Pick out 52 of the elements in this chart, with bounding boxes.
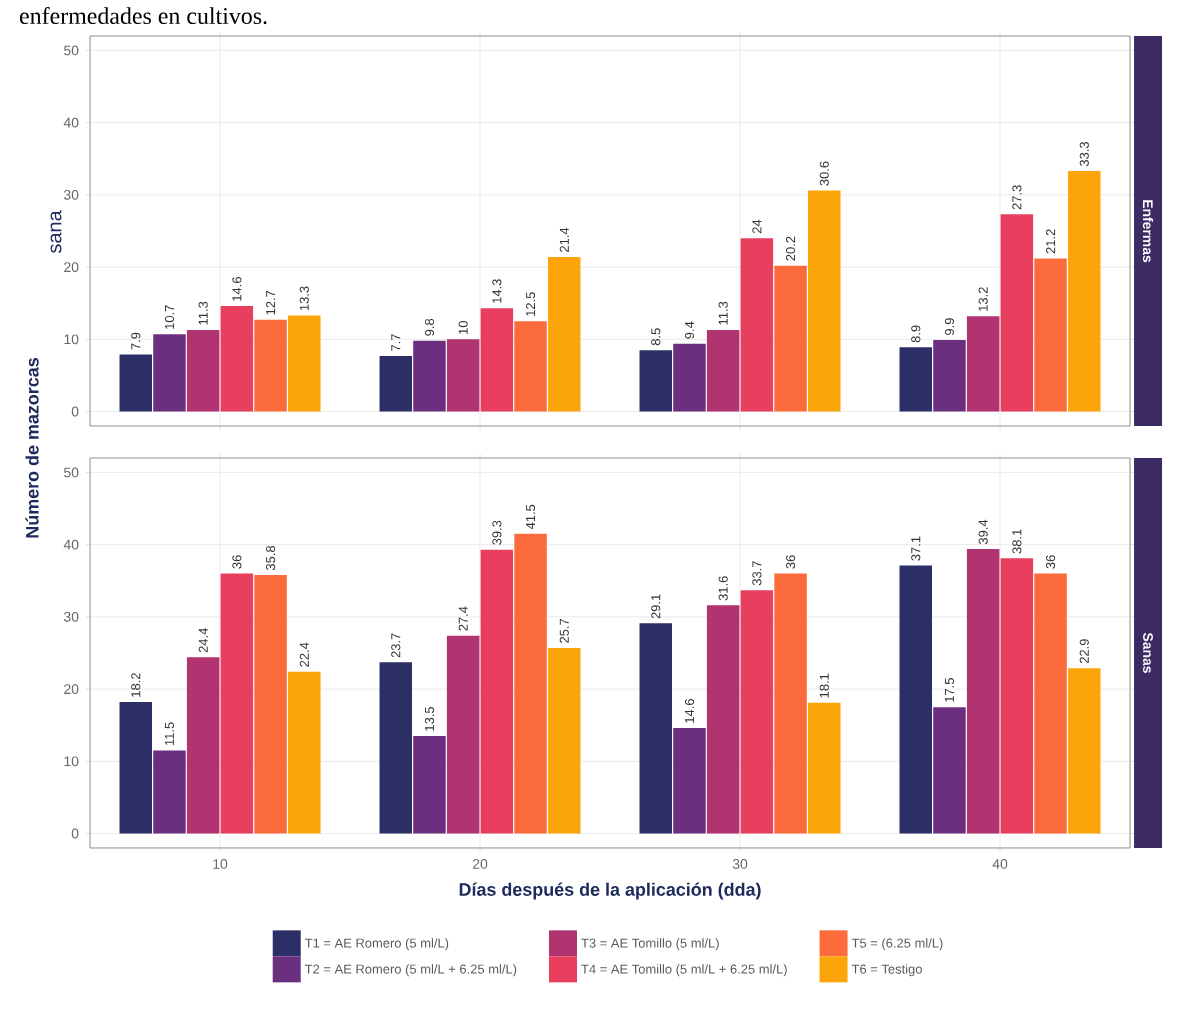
bar	[548, 647, 581, 834]
bar	[254, 574, 287, 834]
bar	[153, 750, 186, 834]
bar	[220, 573, 254, 834]
bar	[480, 308, 514, 412]
bar	[548, 256, 581, 412]
bar	[1000, 214, 1034, 412]
bar	[413, 736, 446, 834]
bar	[153, 334, 186, 412]
bar	[446, 635, 480, 834]
bar	[808, 702, 841, 834]
bar	[1068, 668, 1101, 834]
bar	[933, 340, 966, 412]
bar	[254, 319, 287, 412]
text: sana	[50, 210, 62, 254]
bar	[119, 354, 153, 412]
bar	[774, 265, 807, 412]
bar	[288, 315, 321, 412]
bar	[119, 702, 153, 834]
bar	[706, 329, 740, 412]
y-axis-title: Número de mazorcas	[25, 358, 39, 538]
bar	[220, 306, 254, 412]
x-axis-title: Días después de la aplicación (dda)	[459, 882, 761, 900]
bar	[1034, 258, 1067, 412]
bar	[966, 316, 1000, 412]
bar	[933, 707, 966, 834]
bar	[288, 671, 321, 834]
bar	[899, 565, 933, 834]
bar	[379, 662, 413, 834]
bar	[808, 190, 841, 412]
bar	[480, 549, 514, 834]
bar	[706, 605, 740, 834]
bar	[1068, 171, 1101, 412]
bar	[639, 350, 673, 412]
bar	[1034, 573, 1067, 834]
bar	[1000, 558, 1034, 834]
bar	[186, 329, 220, 412]
bar	[740, 590, 774, 834]
text: enfermedades en cultivos.	[19, 7, 267, 25]
bar	[514, 533, 547, 834]
bar	[673, 343, 706, 412]
bar	[514, 321, 547, 412]
bar	[673, 728, 706, 834]
bar	[413, 340, 446, 412]
bar	[966, 548, 1000, 834]
bar	[186, 657, 220, 834]
bar	[379, 355, 413, 412]
bar	[774, 573, 807, 834]
bar	[899, 347, 933, 412]
bar	[740, 238, 774, 412]
bar	[446, 339, 480, 412]
bar	[639, 623, 673, 834]
